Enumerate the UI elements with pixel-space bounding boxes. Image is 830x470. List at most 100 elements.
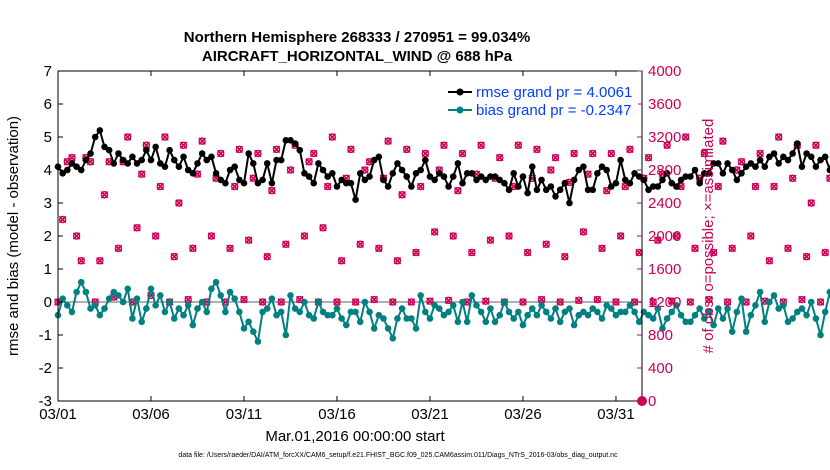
bias-point xyxy=(812,315,820,322)
obs-possible-mark xyxy=(96,257,104,265)
bias-point xyxy=(584,311,592,319)
rmse-point xyxy=(375,153,383,161)
rmse-point xyxy=(752,163,759,170)
rmse-point xyxy=(417,166,424,174)
footnote-data-file: data file: /Users/raeder/DAI/ATM_forcXX/… xyxy=(178,452,618,459)
rmse-point xyxy=(626,179,634,187)
obs-possible-mark xyxy=(714,182,722,191)
bias-point xyxy=(733,308,741,316)
obs-possible-mark xyxy=(672,232,681,240)
obs-possible-mark xyxy=(403,145,411,154)
bias-point xyxy=(156,292,164,299)
bias-point xyxy=(217,292,225,299)
rmse-point xyxy=(152,143,159,151)
rmse-point xyxy=(552,193,559,200)
rmse-point xyxy=(273,156,280,164)
x-tick-label: 03/21 xyxy=(411,406,449,423)
bias-point xyxy=(761,318,769,326)
obs-possible-mark xyxy=(728,244,736,253)
rmse-point xyxy=(133,160,141,167)
rmse-point xyxy=(319,166,327,174)
rmse-point xyxy=(742,163,750,170)
bias-point xyxy=(119,298,127,306)
bias-point xyxy=(408,315,415,322)
bias-series-layer xyxy=(54,278,830,345)
bias-point xyxy=(236,308,243,316)
rmse-point xyxy=(77,166,85,174)
bias-point xyxy=(826,288,830,296)
rmse-point xyxy=(556,186,564,194)
rmse-point xyxy=(101,143,108,151)
bias-point xyxy=(422,308,429,316)
rmse-point xyxy=(412,170,420,177)
bias-point xyxy=(282,331,290,339)
bias-point xyxy=(212,278,220,286)
y-left-tick-label: -2 xyxy=(39,360,52,377)
bias-point xyxy=(617,308,624,316)
y-right-tick-label: 1200 xyxy=(648,294,681,311)
bias-point xyxy=(784,318,792,326)
rmse-point xyxy=(370,156,378,164)
rmse-point xyxy=(533,186,541,194)
y-left-tick-label: 4 xyxy=(44,162,52,179)
rmse-point xyxy=(208,153,215,161)
rmse-point xyxy=(96,127,104,134)
obs-possible-mark xyxy=(598,244,606,253)
rmse-point xyxy=(431,176,438,184)
bias-point xyxy=(301,298,308,306)
obs-possible-mark xyxy=(449,232,457,240)
bias-point xyxy=(129,315,136,322)
obs-possible-mark xyxy=(356,240,364,248)
obs-possible-mark xyxy=(72,232,81,240)
bias-point xyxy=(682,318,690,326)
bias-point xyxy=(742,328,750,336)
y-right-zero-marker xyxy=(637,396,647,406)
legend-rmse-label: rmse grand pr = 4.0061 xyxy=(476,84,632,101)
rmse-point xyxy=(254,179,262,187)
rmse-point xyxy=(175,163,183,170)
bias-point xyxy=(231,295,238,303)
obs-possible-mark xyxy=(644,153,653,162)
rmse-point xyxy=(408,183,415,190)
bias-point xyxy=(575,311,583,319)
rmse-point xyxy=(73,163,80,170)
rmse-point xyxy=(575,166,583,174)
bias-point xyxy=(691,311,699,319)
rmse-point xyxy=(217,176,225,184)
rmse-point xyxy=(82,156,90,164)
bias-point xyxy=(152,302,159,309)
rmse-point xyxy=(366,173,373,180)
bias-point xyxy=(263,305,271,312)
obs-possible-mark xyxy=(551,153,560,162)
rmse-point xyxy=(738,170,745,177)
rmse-point xyxy=(222,179,229,187)
rmse-point xyxy=(747,160,755,167)
obs-possible-mark xyxy=(282,240,290,248)
bias-point xyxy=(803,311,810,319)
obs-possible-mark xyxy=(370,295,378,304)
obs-possible-mark xyxy=(337,257,346,265)
obs-possible-mark xyxy=(217,149,225,158)
bias-point xyxy=(482,318,490,326)
bias-point xyxy=(612,311,620,319)
obs-possible-mark xyxy=(319,224,327,232)
bias-point xyxy=(398,305,406,312)
rmse-point xyxy=(161,163,169,170)
bias-point xyxy=(366,308,373,316)
bias-point xyxy=(91,302,99,309)
rmse-point xyxy=(654,183,662,190)
obs-possible-mark xyxy=(705,295,713,304)
bias-point xyxy=(194,305,201,312)
obs-possible-mark xyxy=(486,236,495,244)
obs-possible-mark xyxy=(310,149,318,158)
rmse-point xyxy=(468,170,476,177)
obs-possible-mark xyxy=(816,298,825,306)
obs-possible-mark xyxy=(393,257,402,265)
obs-possible-mark xyxy=(244,236,253,244)
rmse-point xyxy=(538,176,545,184)
bias-point xyxy=(547,315,555,322)
obs-possible-mark xyxy=(589,149,597,158)
rmse-point xyxy=(714,160,722,167)
rmse-point xyxy=(724,160,731,167)
obs-possible-mark xyxy=(323,182,332,191)
